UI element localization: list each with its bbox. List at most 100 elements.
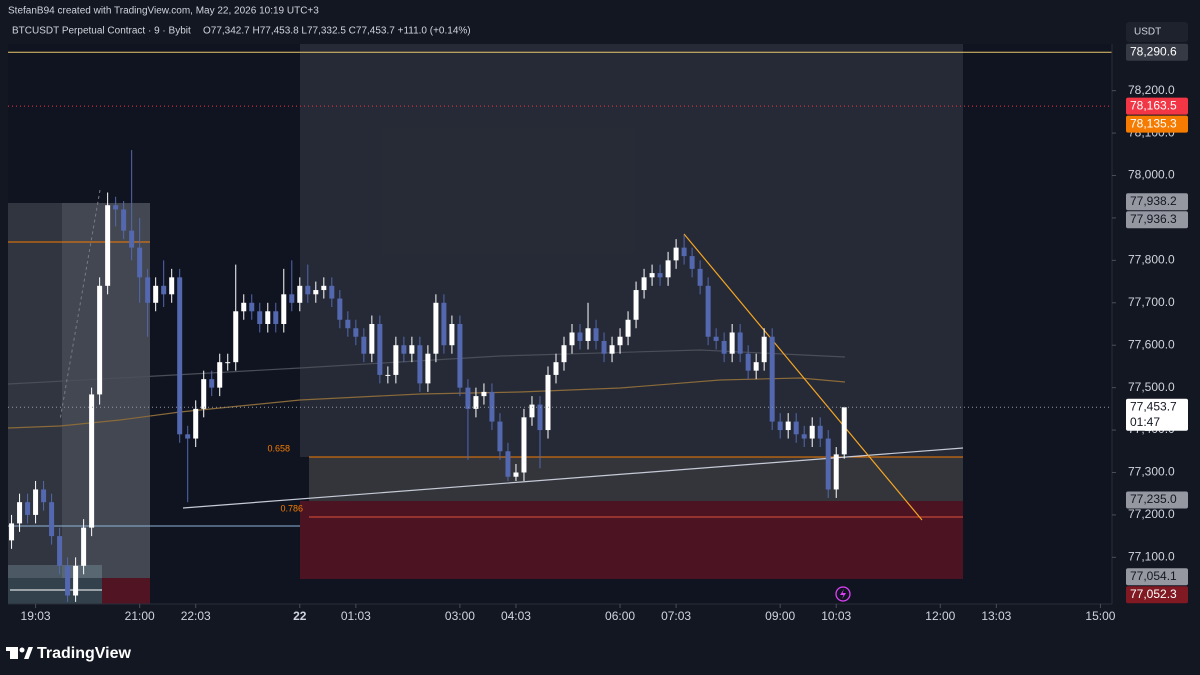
candle-body (257, 311, 263, 324)
candle-body (137, 247, 143, 278)
price-tag (1126, 586, 1188, 604)
candle-body (89, 394, 95, 528)
fib-zone (300, 501, 963, 579)
candle-body (377, 324, 383, 375)
candle-body (113, 205, 119, 210)
candle-body (361, 336, 367, 354)
price-tag (1126, 491, 1188, 509)
event-icon[interactable] (835, 586, 851, 602)
trend-line (683, 233, 923, 521)
x-tick-label: 15:00 (1085, 609, 1115, 623)
candle-body (505, 451, 511, 477)
price-tag (1126, 97, 1188, 115)
candle-body (345, 319, 351, 329)
candle-body (585, 328, 591, 341)
x-tick-label: 06:00 (605, 609, 635, 623)
price-tag-label: 77,052.3 (1130, 587, 1177, 601)
candle-body (249, 302, 255, 312)
event-icon (840, 589, 846, 599)
trend-line (182, 447, 964, 509)
candle-body (801, 434, 807, 439)
candle-body (489, 391, 495, 422)
price-tag (1126, 193, 1188, 211)
candle-body (337, 298, 343, 320)
candle-body (49, 502, 55, 537)
candle-body (497, 421, 503, 452)
candle-body (673, 247, 679, 261)
candle-body (209, 379, 215, 388)
candle-body (753, 362, 759, 371)
candle-body (761, 336, 767, 363)
candle-body (561, 345, 567, 363)
brand-name: TradingView (37, 645, 132, 662)
candle-body (537, 404, 543, 431)
candle-body (81, 527, 87, 566)
candle-body (513, 472, 519, 477)
candle-body (161, 285, 167, 295)
candle-body (313, 290, 319, 295)
price-tag (1126, 115, 1188, 133)
candle-body (809, 425, 815, 439)
price-tag (1126, 568, 1188, 586)
candle-body (465, 387, 471, 409)
candle-body (841, 407, 847, 455)
x-tick-label: 07:03 (661, 609, 691, 623)
candle-body (793, 421, 799, 435)
price-tag-label: 77,938.2 (1130, 194, 1177, 208)
candle-body (225, 362, 231, 364)
candle-body (241, 302, 247, 312)
candle-body (385, 374, 391, 376)
candle-body (745, 353, 751, 371)
x-tick-label: 09:00 (765, 609, 795, 623)
candle-body (737, 332, 743, 354)
candle-body (457, 324, 463, 388)
x-tick-label: 22:03 (181, 609, 211, 623)
candle-body (105, 205, 111, 286)
credit: StefanB94 created with TradingView.com, … (8, 6, 319, 17)
y-tick-label: 77,700.0 (1128, 295, 1175, 309)
candle-body (289, 294, 295, 303)
fib-zone (309, 457, 963, 501)
candle-body (281, 294, 287, 324)
countdown: 01:47 (1130, 415, 1160, 429)
price-tag-label: 77,054.1 (1130, 569, 1177, 583)
candle-body (129, 230, 135, 248)
brand-logo (6, 647, 33, 659)
zone (8, 565, 102, 604)
candle-body (121, 209, 127, 231)
candle-body (617, 336, 623, 346)
candle-body (217, 362, 223, 388)
candle-body (177, 277, 183, 435)
x-tick-label: 10:03 (821, 609, 851, 623)
candle-body (57, 536, 63, 566)
candle-body (657, 273, 663, 278)
candle-body (193, 408, 199, 439)
x-tick-label: 04:03 (501, 609, 531, 623)
price-tag (1126, 43, 1188, 61)
candle-body (817, 425, 823, 439)
candle-body (273, 311, 279, 324)
candle-body (417, 345, 423, 384)
candle-body (409, 345, 415, 354)
candle-body (529, 404, 535, 418)
candle-body (25, 502, 31, 515)
candle-body (353, 328, 359, 337)
logo-mark (6, 647, 18, 651)
price-tag-label: 77,453.7 (1130, 399, 1177, 413)
candle-body (169, 277, 175, 295)
currency-button[interactable] (1126, 22, 1188, 42)
price-tag-label: 77,235.0 (1130, 492, 1177, 506)
candle-body (17, 502, 23, 524)
candle-body (521, 417, 527, 473)
x-tick-label: 01:03 (341, 609, 371, 623)
candle-body (305, 285, 311, 295)
candle-body (681, 247, 687, 257)
candle-body (145, 277, 151, 303)
logo-mark (19, 647, 25, 653)
series-layer (8, 51, 1112, 602)
candle-body (705, 285, 711, 337)
candle-body (641, 277, 647, 291)
x-tick-label: 12:00 (925, 609, 955, 623)
candle-body (577, 332, 583, 341)
